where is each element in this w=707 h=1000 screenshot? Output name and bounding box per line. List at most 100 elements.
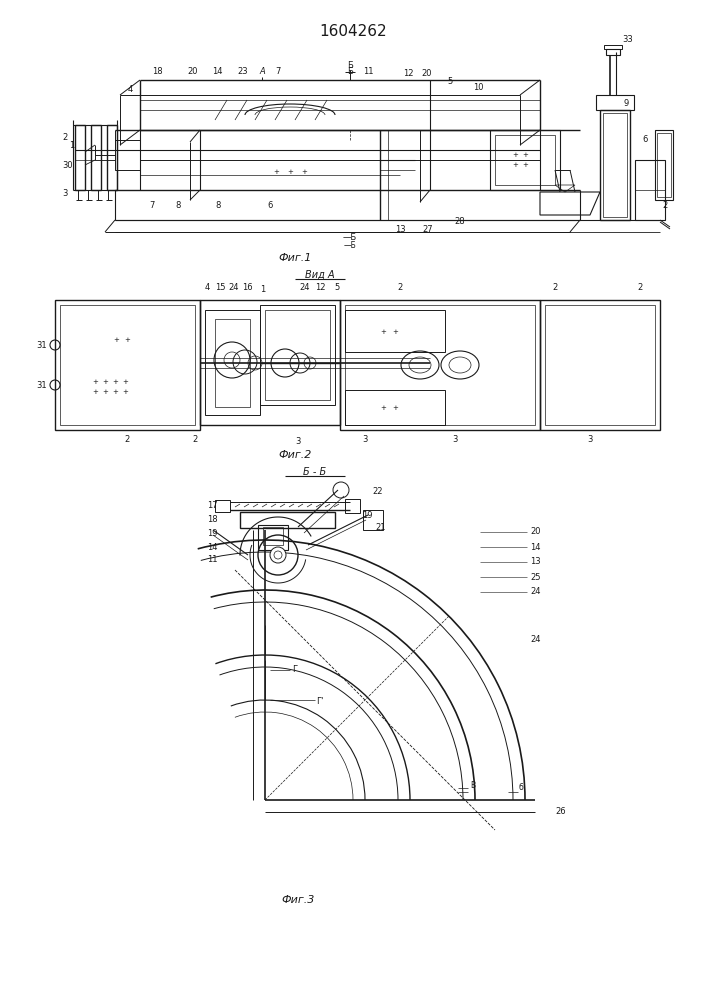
Text: 8: 8 xyxy=(175,200,181,210)
Text: 14: 14 xyxy=(207,542,218,552)
Text: 5: 5 xyxy=(448,78,452,87)
Text: +: + xyxy=(122,389,128,395)
Text: 9: 9 xyxy=(624,100,629,108)
Bar xyxy=(258,525,288,550)
Bar xyxy=(596,95,634,110)
Bar xyxy=(240,512,335,528)
Bar xyxy=(635,160,665,220)
Bar xyxy=(263,527,283,545)
Bar xyxy=(205,310,260,415)
Text: +: + xyxy=(92,389,98,395)
Text: Б - Б: Б - Б xyxy=(303,467,327,477)
Text: 12: 12 xyxy=(315,284,325,292)
Text: Г: Г xyxy=(293,666,298,674)
Text: 3: 3 xyxy=(63,190,68,198)
Text: 2: 2 xyxy=(192,436,198,444)
Text: 7: 7 xyxy=(149,200,155,210)
Text: В: В xyxy=(470,780,476,790)
Bar xyxy=(603,113,627,217)
Text: Вид A: Вид A xyxy=(305,270,335,280)
Bar xyxy=(215,319,250,407)
Text: А: А xyxy=(259,68,265,77)
Text: 2: 2 xyxy=(63,133,68,142)
Text: +: + xyxy=(392,405,398,411)
Text: 3: 3 xyxy=(296,438,300,446)
Text: 33: 33 xyxy=(623,35,633,44)
Bar xyxy=(107,125,117,190)
Bar xyxy=(265,310,330,400)
Text: 7: 7 xyxy=(275,66,281,76)
Bar xyxy=(200,300,340,425)
Bar xyxy=(75,125,85,190)
Text: 2: 2 xyxy=(638,284,643,292)
Text: 4: 4 xyxy=(204,284,209,292)
Text: —Б: —Б xyxy=(344,240,356,249)
Bar xyxy=(655,130,673,200)
Text: 2: 2 xyxy=(397,284,402,292)
Text: +: + xyxy=(512,152,518,158)
Text: 2: 2 xyxy=(552,284,558,292)
Bar xyxy=(345,310,445,352)
Text: 3: 3 xyxy=(588,436,592,444)
Text: Г': Г' xyxy=(316,698,324,706)
Text: 31: 31 xyxy=(37,380,47,389)
Text: 24: 24 xyxy=(530,587,540,596)
Text: +: + xyxy=(522,162,528,168)
Text: 13: 13 xyxy=(395,225,405,233)
Text: 18: 18 xyxy=(152,66,163,76)
Bar xyxy=(345,499,360,513)
Bar xyxy=(495,135,555,185)
Text: +: + xyxy=(92,379,98,385)
Text: 1: 1 xyxy=(260,286,266,294)
Text: 12: 12 xyxy=(403,70,414,79)
Text: +: + xyxy=(512,162,518,168)
Text: +: + xyxy=(522,152,528,158)
Text: 8: 8 xyxy=(216,200,221,210)
Text: 31: 31 xyxy=(37,340,47,350)
Text: 21: 21 xyxy=(375,524,385,532)
Text: +: + xyxy=(124,337,130,343)
Text: 22: 22 xyxy=(373,487,383,495)
Text: 11: 11 xyxy=(207,556,218,564)
Bar xyxy=(55,300,200,430)
Text: +: + xyxy=(392,329,398,335)
Text: 1604262: 1604262 xyxy=(319,24,387,39)
Text: 11: 11 xyxy=(363,66,373,76)
Text: Фиг.3: Фиг.3 xyxy=(281,895,315,905)
Bar xyxy=(363,510,383,530)
Text: Фиг.2: Фиг.2 xyxy=(279,450,312,460)
Text: 24: 24 xyxy=(229,284,239,292)
Bar xyxy=(345,390,445,425)
Text: 20: 20 xyxy=(530,528,540,536)
Circle shape xyxy=(270,547,286,563)
Bar xyxy=(115,140,140,170)
Text: 28: 28 xyxy=(455,218,465,227)
Text: 2: 2 xyxy=(662,200,667,210)
Bar xyxy=(657,133,671,197)
Text: 17: 17 xyxy=(207,500,218,510)
Bar xyxy=(604,45,622,49)
Text: +: + xyxy=(122,379,128,385)
Text: 2: 2 xyxy=(124,436,129,444)
Bar xyxy=(606,49,620,55)
Text: +: + xyxy=(380,329,386,335)
Text: 24: 24 xyxy=(530,636,540,645)
Bar xyxy=(345,305,535,425)
Text: +: + xyxy=(102,379,108,385)
Text: 16: 16 xyxy=(242,284,252,292)
Text: 18: 18 xyxy=(207,516,218,524)
Text: 3: 3 xyxy=(452,436,457,444)
Bar xyxy=(540,300,660,430)
Text: 14: 14 xyxy=(212,66,222,76)
Text: +: + xyxy=(380,405,386,411)
Text: +: + xyxy=(112,389,118,395)
Bar xyxy=(91,125,101,190)
Text: 3: 3 xyxy=(362,436,368,444)
Bar xyxy=(545,305,655,425)
Bar xyxy=(60,305,195,425)
Bar xyxy=(490,130,560,190)
Text: +: + xyxy=(301,169,307,175)
Text: +: + xyxy=(102,389,108,395)
Text: +: + xyxy=(113,337,119,343)
Text: 13: 13 xyxy=(530,558,541,566)
